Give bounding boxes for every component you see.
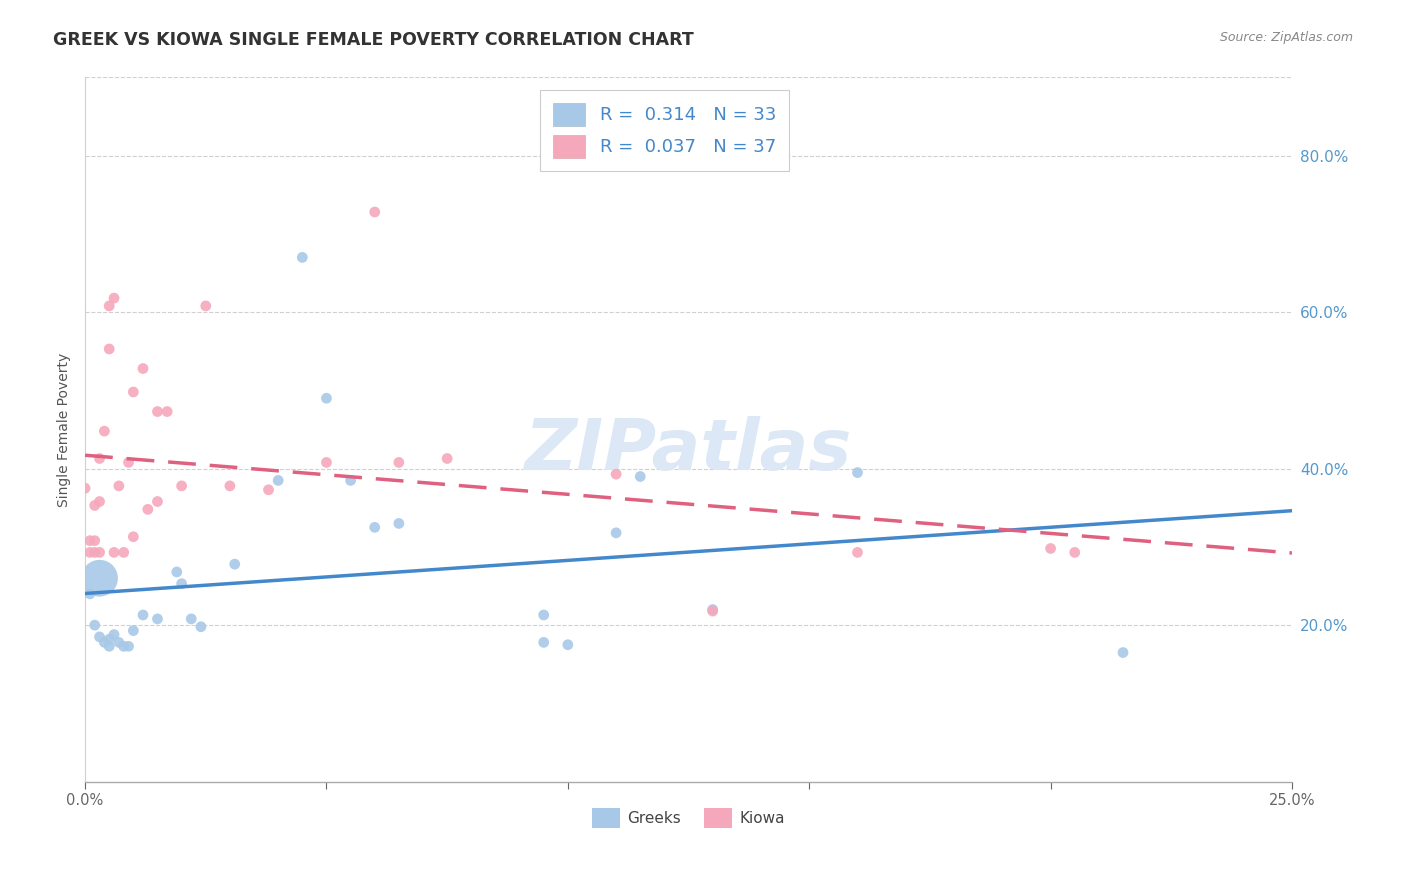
Point [364,520,387,534]
Point [1039,541,1062,556]
Point [122,530,145,544]
Point [89,630,111,644]
Point [89,451,111,466]
Point [98,640,121,654]
Point [339,474,361,488]
Point [103,545,125,559]
Point [103,291,125,305]
Point [83,533,105,548]
Legend: Greeks, Kiowa: Greeks, Kiowa [586,802,790,834]
Point [117,640,139,654]
Point [315,455,337,469]
Point [103,627,125,641]
Point [702,604,724,618]
Point [108,479,131,493]
Point [364,205,387,219]
Point [83,545,105,559]
Point [267,474,290,488]
Point [83,499,105,513]
Point [146,404,169,418]
Point [170,479,193,493]
Point [170,576,193,591]
Point [291,251,314,265]
Point [89,545,111,559]
Point [146,612,169,626]
Point [166,565,188,579]
Text: GREEK VS KIOWA SINGLE FEMALE POVERTY CORRELATION CHART: GREEK VS KIOWA SINGLE FEMALE POVERTY COR… [53,31,695,49]
Point [388,455,411,469]
Point [98,299,121,313]
Point [605,525,627,540]
Point [79,587,101,601]
Text: Source: ZipAtlas.com: Source: ZipAtlas.com [1219,31,1353,45]
Point [122,624,145,638]
Point [533,607,555,622]
Point [122,384,145,399]
Point [136,502,159,516]
Point [132,607,155,622]
Point [224,557,246,571]
Point [436,451,458,466]
Point [156,404,179,418]
Point [132,361,155,376]
Point [89,571,111,585]
Point [257,483,280,497]
Point [315,391,337,405]
Point [108,635,131,649]
Point [83,618,105,632]
Point [112,545,135,559]
Point [112,640,135,654]
Point [388,516,411,531]
Point [533,635,555,649]
Point [117,455,139,469]
Point [89,494,111,508]
Point [194,299,217,313]
Point [79,533,101,548]
Point [628,469,651,483]
Point [79,545,101,559]
Point [180,612,202,626]
Point [190,620,212,634]
Point [1112,646,1135,660]
Point [1063,545,1085,559]
Point [98,632,121,647]
Point [93,635,115,649]
Point [75,481,97,495]
Point [702,602,724,616]
Text: ZIPatlas: ZIPatlas [524,417,852,485]
Point [846,466,869,480]
Point [557,638,579,652]
Point [846,545,869,559]
Point [146,494,169,508]
Y-axis label: Single Female Poverty: Single Female Poverty [58,352,72,507]
Point [605,467,627,482]
Point [219,479,242,493]
Point [93,424,115,438]
Point [98,342,121,356]
